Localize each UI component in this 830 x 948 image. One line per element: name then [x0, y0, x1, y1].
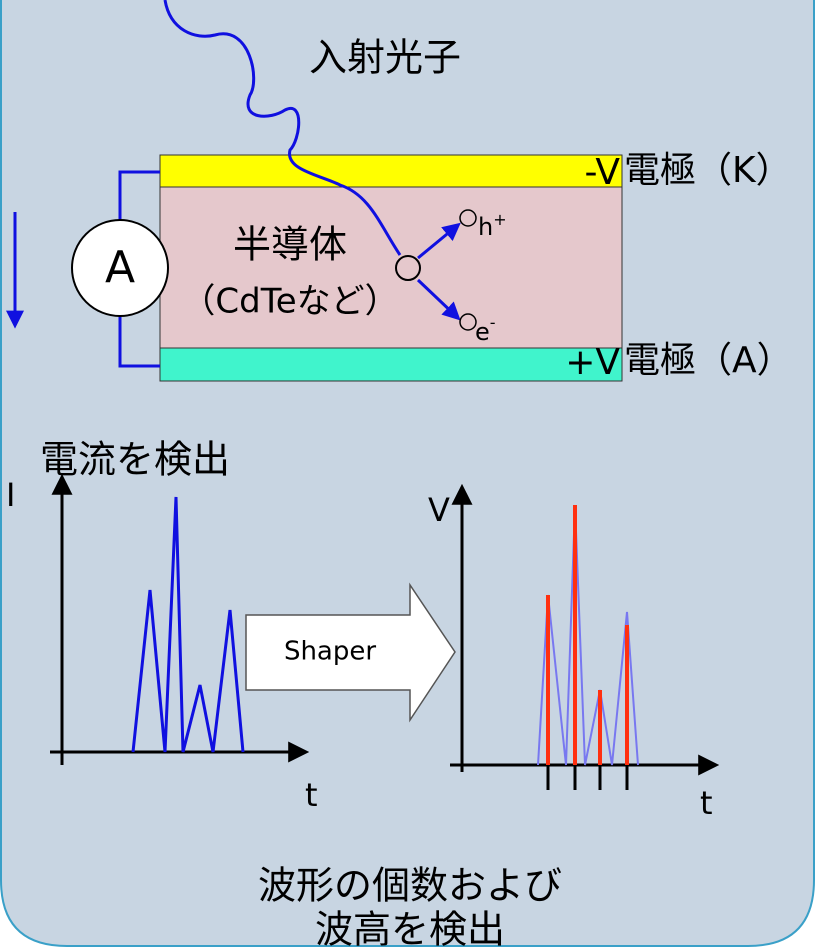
label: +V [565, 342, 620, 383]
label: V [428, 491, 450, 529]
label: I [6, 476, 15, 514]
label: 波高を検出 [315, 908, 505, 948]
anode-electrode [160, 348, 622, 381]
label: Shaper [284, 637, 376, 667]
semiconductor [160, 187, 622, 348]
label: 半導体 [233, 223, 347, 267]
label: 入射光子 [309, 36, 461, 80]
label: 波形の個数および [258, 864, 562, 908]
label: e [475, 318, 490, 346]
diagram: 入射光子 -V 電極（K） 半導体 （CdTeなど） h+ e- A +V 電極… [0, 0, 830, 948]
label: 電流を検出 [40, 438, 230, 482]
label: t [700, 784, 713, 822]
label: + [493, 210, 506, 229]
cathode-electrode [160, 155, 622, 187]
label: -V [584, 152, 620, 193]
label: h [478, 213, 493, 241]
label: t [305, 776, 318, 814]
label: （CdTeなど） [181, 282, 398, 322]
label: - [490, 313, 496, 332]
label: 電極（A） [624, 340, 793, 381]
label: A [105, 242, 135, 293]
label: 電極（K） [624, 150, 792, 191]
